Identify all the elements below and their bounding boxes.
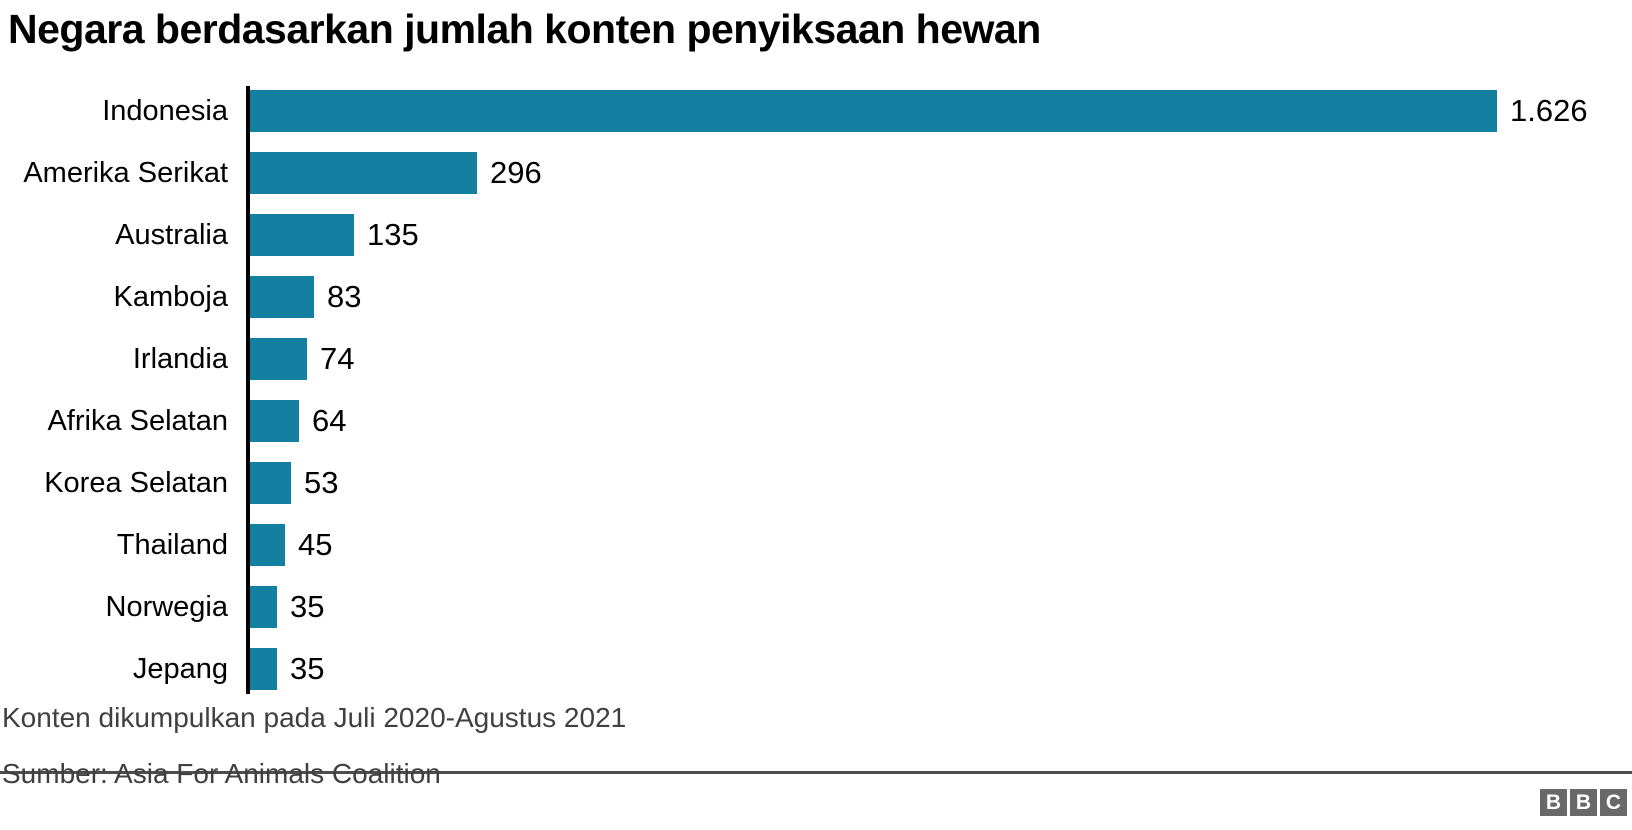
value-label: 45	[298, 527, 333, 562]
bar	[250, 214, 354, 256]
bar	[250, 90, 1497, 132]
bbc-logo-block: C	[1600, 789, 1627, 816]
y-axis-line	[246, 86, 250, 694]
bar-row: Jepang 35	[0, 648, 1632, 690]
bar-chart: Indonesia 1.626 Amerika Serikat 296 Australi…	[0, 86, 1632, 694]
value-label: 83	[327, 279, 362, 314]
bar-row: Norwegia 35	[0, 586, 1632, 628]
bar	[250, 338, 307, 380]
value-label: 296	[490, 155, 542, 190]
source-attribution: Sumber: Asia For Animals Coalition	[2, 758, 441, 789]
footer-divider	[0, 771, 1632, 774]
value-label: 74	[320, 341, 355, 376]
category-label: Kamboja	[113, 280, 228, 313]
bar-row: Kamboja 83	[0, 276, 1632, 318]
bar-track: 74	[250, 338, 1632, 380]
bar-rows-container: Indonesia 1.626 Amerika Serikat 296 Australi…	[0, 90, 1632, 690]
bar-track: 53	[250, 462, 1632, 504]
bar-track: 64	[250, 400, 1632, 442]
chart-footnote: Konten dikumpulkan pada Juli 2020-Agustu…	[2, 702, 627, 733]
bar-row: Australia 135	[0, 214, 1632, 256]
category-label: Jepang	[132, 652, 228, 685]
bar-row: Afrika Selatan 64	[0, 400, 1632, 442]
bar-row: Korea Selatan 53	[0, 462, 1632, 504]
category-label: Korea Selatan	[44, 466, 228, 499]
category-label: Thailand	[116, 528, 228, 561]
bar	[250, 462, 291, 504]
bar-track: 35	[250, 586, 1632, 628]
value-label: 64	[312, 403, 347, 438]
bar-track: 45	[250, 524, 1632, 566]
value-label: 35	[290, 651, 325, 686]
value-label: 1.626	[1510, 93, 1588, 128]
chart-title: Negara berdasarkan jumlah konten penyiks…	[8, 6, 1041, 52]
bar	[250, 276, 314, 318]
bar	[250, 400, 299, 442]
value-label: 53	[304, 465, 339, 500]
value-label: 35	[290, 589, 325, 624]
category-label: Amerika Serikat	[23, 156, 228, 189]
bar-row: Irlandia 74	[0, 338, 1632, 380]
bar-track: 135	[250, 214, 1632, 256]
bar-row: Amerika Serikat 296	[0, 152, 1632, 194]
bar	[250, 586, 277, 628]
category-label: Indonesia	[102, 94, 228, 127]
category-label: Irlandia	[132, 342, 228, 375]
bar	[250, 152, 477, 194]
category-label: Afrika Selatan	[47, 404, 228, 437]
bar-track: 83	[250, 276, 1632, 318]
bar-row: Thailand 45	[0, 524, 1632, 566]
bar-track: 1.626	[250, 90, 1632, 132]
category-label: Norwegia	[105, 590, 229, 623]
category-label: Australia	[115, 218, 228, 251]
bar-track: 35	[250, 648, 1632, 690]
bar-row: Indonesia 1.626	[0, 90, 1632, 132]
bbc-logo-block: B	[1540, 789, 1567, 816]
bar-track: 296	[250, 152, 1632, 194]
value-label: 135	[367, 217, 419, 252]
bbc-logo-block: B	[1570, 789, 1597, 816]
bar	[250, 524, 285, 566]
bar	[250, 648, 277, 690]
